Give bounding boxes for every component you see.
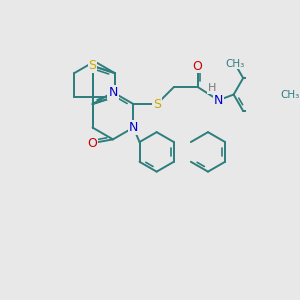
Text: N: N [214, 94, 223, 107]
Text: N: N [129, 121, 138, 134]
Text: CH₃: CH₃ [226, 58, 245, 68]
Text: S: S [88, 59, 97, 72]
Text: O: O [87, 137, 97, 150]
Text: H: H [207, 83, 216, 93]
Text: S: S [153, 98, 161, 110]
Text: CH₃: CH₃ [280, 89, 299, 100]
Text: N: N [108, 86, 118, 99]
Text: O: O [193, 59, 202, 73]
